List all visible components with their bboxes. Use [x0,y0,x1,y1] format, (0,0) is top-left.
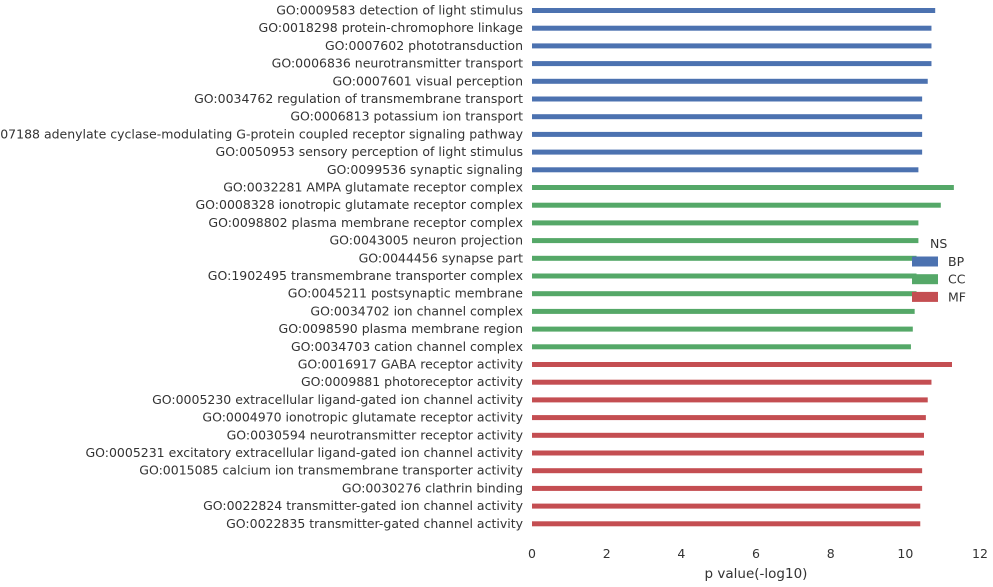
category-label: GO:0099536 synaptic signaling [327,162,523,177]
x-tick-label: 4 [677,546,685,561]
category-label: GO:0022835 transmitter-gated channel act… [226,516,523,531]
legend-swatch-bp [912,256,938,267]
legend-swatch-cc [912,274,938,285]
category-label: GO:0022824 transmitter-gated ion channel… [203,498,524,513]
bar-cc [532,185,954,190]
category-label: GO:0015085 calcium ion transmembrane tra… [139,463,523,478]
bar-cc [532,238,919,244]
category-label: GO:0005231 excitatory extracellular liga… [85,445,523,460]
category-label: GO:0098590 plasma membrane region [279,321,523,336]
category-label: GO:0009583 detection of light stimulus [276,3,523,18]
x-tick-label: 10 [897,546,913,561]
bar-mf [532,485,923,491]
bar-mf [532,432,924,438]
x-axis-title: p value(-log10) [705,566,808,582]
category-label: GO:0005230 extracellular ligand-gated io… [152,392,524,407]
category-label: GO:1902495 transmembrane transporter com… [208,268,523,283]
legend-label-mf: MF [948,289,966,304]
bar-cc [532,273,917,279]
legend-title: NS [930,236,947,251]
legend-label-bp: BP [948,254,965,269]
category-label: GO:0034702 ion channel complex [310,303,523,318]
bar-cc [532,291,917,297]
bar-bp [532,96,923,102]
bar-cc [532,255,917,261]
bar-bp [532,149,923,155]
bar-mf [532,415,926,421]
category-label: GO:0016917 GABA receptor activity [298,357,524,372]
bar-mf [532,362,952,367]
bar-bp [532,61,932,67]
category-labels: GO:0009583 detection of light stimulus GO… [0,3,524,531]
x-tick-label: 0 [528,546,536,561]
category-label: GO:0009881 photoreceptor activity [301,374,524,389]
category-label: GO:0044456 synapse part [359,250,523,265]
x-tick-label: 12 [972,546,988,561]
category-label: GO:0007188 adenylate cyclase-modulating … [0,126,524,141]
bar-mf [532,450,924,456]
bar-bp [532,25,932,31]
bar-cc [532,202,941,208]
x-tick-label: 8 [827,546,835,561]
category-label: GO:0034703 cation channel complex [291,339,523,354]
category-label: GO:0034762 regulation of transmembrane t… [194,91,523,106]
category-label: GO:0018298 protein-chromophore linkage [259,20,524,35]
category-label: GO:0030594 neurotransmitter receptor act… [227,427,524,442]
x-axis: 0 2 4 6 8 10 12 [528,546,988,561]
bar-cc [532,326,913,332]
category-label: GO:0043005 neuron projection [329,233,523,248]
category-label: GO:0007601 visual perception [332,73,523,88]
bar-mf [532,521,921,527]
category-label: GO:0030276 clathrin binding [342,480,523,495]
x-tick-label: 2 [603,546,611,561]
x-tick-label: 6 [752,546,760,561]
bar-mf [532,468,923,474]
bar-cc [532,308,915,314]
category-label: GO:0045211 postsynaptic membrane [288,286,524,301]
legend-label-cc: CC [948,272,966,287]
bar-bp [532,43,932,49]
category-label: GO:0006836 neurotransmitter transport [272,56,523,71]
category-label: GO:0050953 sensory perception of light s… [216,144,523,159]
bar-mf [532,397,928,403]
bars [532,8,954,527]
category-label: GO:0004970 ionotropic glutamate receptor… [202,410,523,425]
bar-cc [532,344,911,350]
category-label: GO:0098802 plasma membrane receptor comp… [208,215,523,230]
bar-bp [532,167,919,173]
bar-mf [532,503,921,509]
bar-bp [532,8,936,13]
bar-bp [532,78,928,84]
legend-swatch-mf [912,291,938,302]
bar-bp [532,114,923,120]
bar-cc [532,220,919,226]
bar-bp [532,131,923,137]
category-label: GO:0008328 ionotropic glutamate receptor… [196,197,524,212]
category-label: GO:0006813 potassium ion transport [290,109,523,124]
bar-mf [532,379,932,385]
category-label: GO:0032281 AMPA glutamate receptor compl… [223,180,523,195]
category-label: GO:0007602 phototransduction [325,38,523,53]
legend: NS BP CC MF [912,236,966,304]
